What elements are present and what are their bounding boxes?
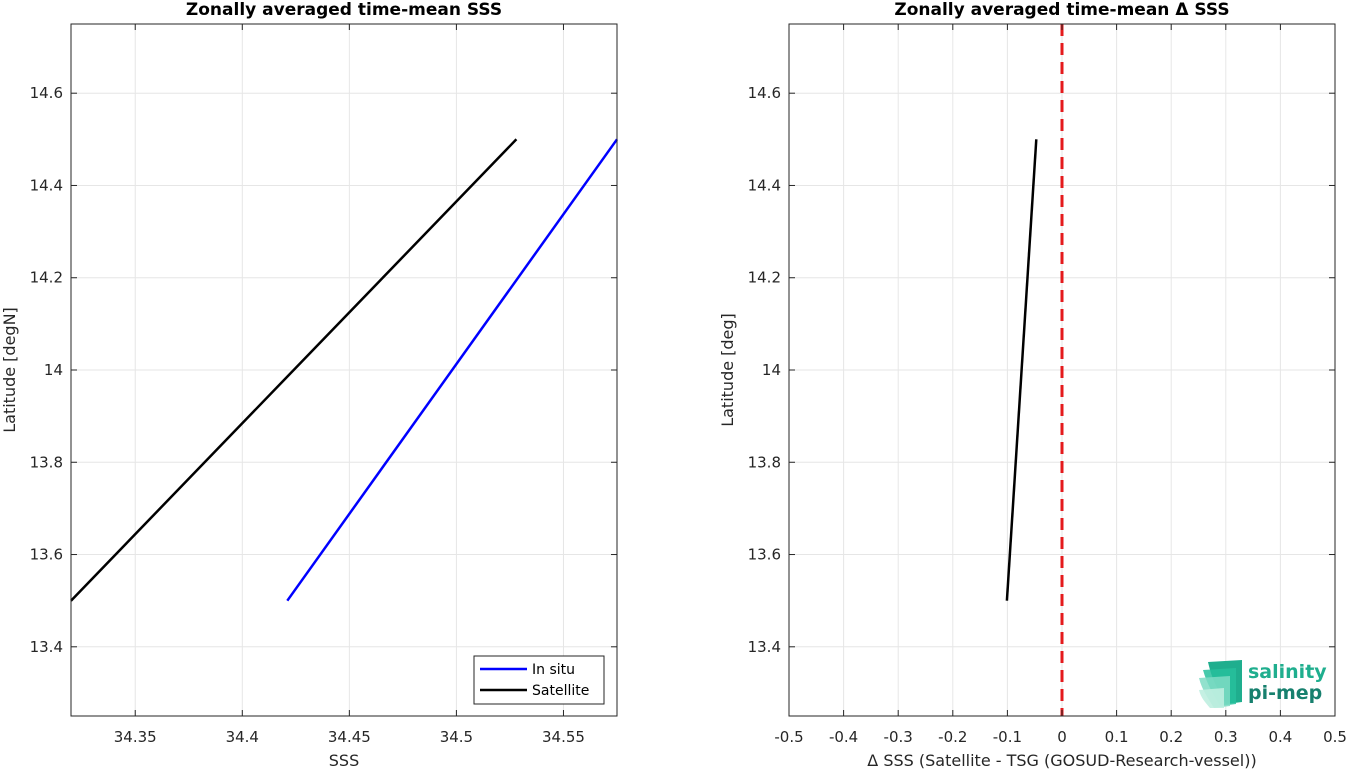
tick-labels: -0.5 -0.4 -0.3 -0.2 -0.1 0 0.1 0.2 0.3 0.4 0.5 13.4… [748, 24, 1347, 746]
x-axis-label: Δ SSS (Satellite - TSG (GOSUD-Research-v… [867, 751, 1256, 769]
y-tick-label: 14.4 [30, 176, 63, 194]
x-tick-label: 34.35 [114, 728, 157, 746]
logo-text-salinity: salinity [1248, 661, 1327, 683]
y-tick-label: 13.4 [748, 638, 781, 656]
y-tick-label: 13.8 [30, 453, 63, 471]
y-tick-label: 14.2 [30, 269, 63, 287]
series-line-in-situ [286, 138, 619, 602]
delta-sss-line [1005, 139, 1038, 601]
y-tick-label: 14.6 [748, 84, 781, 102]
x-tick-label: 34.4 [226, 728, 259, 746]
y-tick-label: 13.8 [748, 453, 781, 471]
x-tick-label: 34.5 [440, 728, 473, 746]
tick-labels: 34.35 34.4 34.45 34.5 34.55 13.4 13.6 13.8 14 14.… [30, 24, 617, 746]
y-tick-label: 13.4 [30, 638, 63, 656]
series-group [1005, 139, 1038, 601]
x-tick-label: 0.4 [1268, 728, 1292, 746]
x-tick-label: -0.4 [829, 728, 858, 746]
y-tick-label: 14 [762, 361, 781, 379]
y-tick-label: 13.6 [748, 546, 781, 564]
series-group [70, 138, 619, 602]
y-axis-label: Latitude [deg] [718, 313, 737, 427]
y-tick-label: 14.4 [748, 176, 781, 194]
y-tick-label: 14.2 [748, 269, 781, 287]
x-tick-label: -0.2 [938, 728, 967, 746]
legend-label-satellite: Satellite [532, 683, 589, 699]
y-tick-label: 13.6 [30, 546, 63, 564]
series-line-satellite [70, 138, 518, 602]
x-tick-label: -0.1 [993, 728, 1022, 746]
wave-logo-icon [1199, 660, 1242, 708]
legend-box [473, 655, 605, 705]
delta-sss-panel: -0.5 -0.4 -0.3 -0.2 -0.1 0 0.1 0.2 0.3 0.4 0.5 13.4… [718, 0, 1347, 769]
x-tick-label: 34.55 [542, 728, 585, 746]
y-tick-label: 14 [44, 361, 63, 379]
salinity-pi-mep-logo: salinity pi-mep [1199, 660, 1327, 708]
x-axis-label: SSS [329, 751, 359, 769]
x-tick-label: 0.1 [1105, 728, 1129, 746]
chart-title: Zonally averaged time-mean SSS [186, 0, 502, 20]
x-tick-label: 0 [1057, 728, 1067, 746]
legend: In situ Satellite [473, 655, 605, 705]
y-tick-label: 14.6 [30, 84, 63, 102]
logo-text-pi-mep: pi-mep [1248, 682, 1322, 704]
x-tick-label: 34.45 [328, 728, 371, 746]
sss-panel: 34.35 34.4 34.45 34.5 34.55 13.4 13.6 13.8 14 14.… [0, 0, 619, 769]
chart-title: Zonally averaged time-mean Δ SSS [894, 0, 1229, 20]
x-tick-label: -0.5 [774, 728, 803, 746]
legend-label-in-situ: In situ [532, 662, 575, 678]
x-tick-label: 0.2 [1159, 728, 1183, 746]
y-axis-label: Latitude [degN] [0, 307, 19, 433]
grid [71, 24, 617, 716]
x-tick-label: 0.5 [1323, 728, 1347, 746]
x-tick-label: 0.3 [1214, 728, 1238, 746]
x-tick-label: -0.3 [884, 728, 913, 746]
